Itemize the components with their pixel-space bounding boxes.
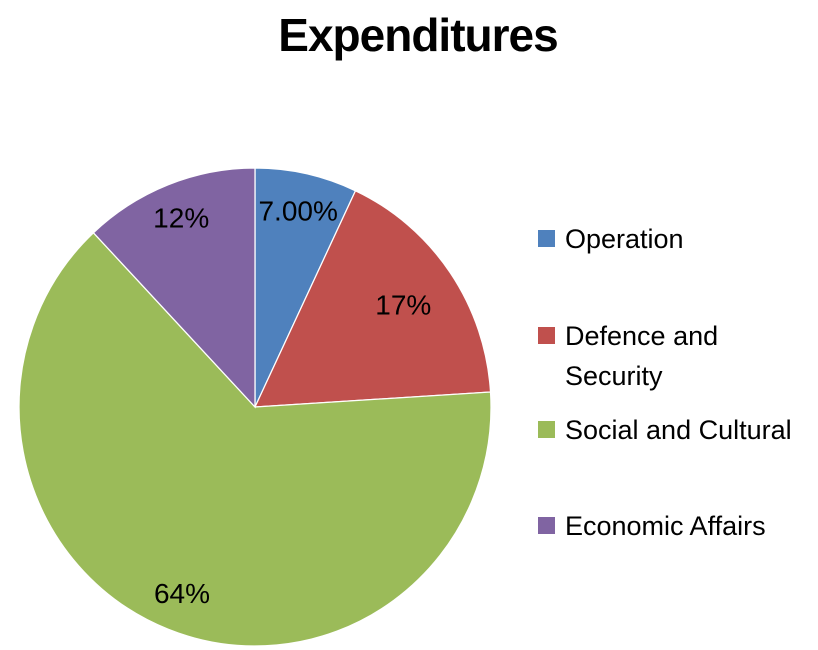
legend-label-operation: Operation xyxy=(565,224,684,254)
legend-item-operation: Operation xyxy=(538,219,818,259)
chart-title: Expenditures xyxy=(278,9,558,61)
data-label-defence-and-security: 17% xyxy=(375,289,431,320)
legend-item-defence-and-security: Defence and Security xyxy=(538,316,740,396)
legend-swatch-defence-and-security xyxy=(538,327,555,344)
pie-slice-defence-and-security xyxy=(253,189,492,408)
legend-swatch-economic-affairs xyxy=(538,517,555,534)
legend-swatch-operation xyxy=(538,230,555,247)
pie-slice-social-and-cultural xyxy=(18,231,492,647)
data-label-economic-affairs: 12% xyxy=(153,203,209,234)
data-label-social-and-cultural: 64% xyxy=(154,578,210,609)
chart-legend: Operation Defence and Security Social an… xyxy=(538,0,818,650)
data-label-operation: 7.00% xyxy=(258,196,337,227)
legend-item-economic-affairs: Economic Affairs xyxy=(538,506,818,546)
legend-label-defence-and-security: Defence and Security xyxy=(565,321,719,391)
pie-slice-economic-affairs xyxy=(92,167,256,409)
legend-label-economic-affairs: Economic Affairs xyxy=(565,511,766,541)
legend-swatch-social-and-cultural xyxy=(538,421,555,438)
pie-slice-operation xyxy=(254,167,357,408)
legend-label-social-and-cultural: Social and Cultural xyxy=(565,415,792,445)
legend-item-social-and-cultural: Social and Cultural xyxy=(538,410,818,450)
